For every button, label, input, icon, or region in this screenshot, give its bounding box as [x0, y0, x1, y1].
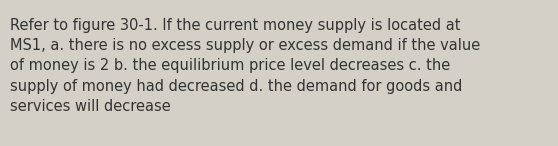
- Text: Refer to figure 30-1. If the current money supply is located at
MS1, a. there is: Refer to figure 30-1. If the current mon…: [10, 18, 480, 114]
